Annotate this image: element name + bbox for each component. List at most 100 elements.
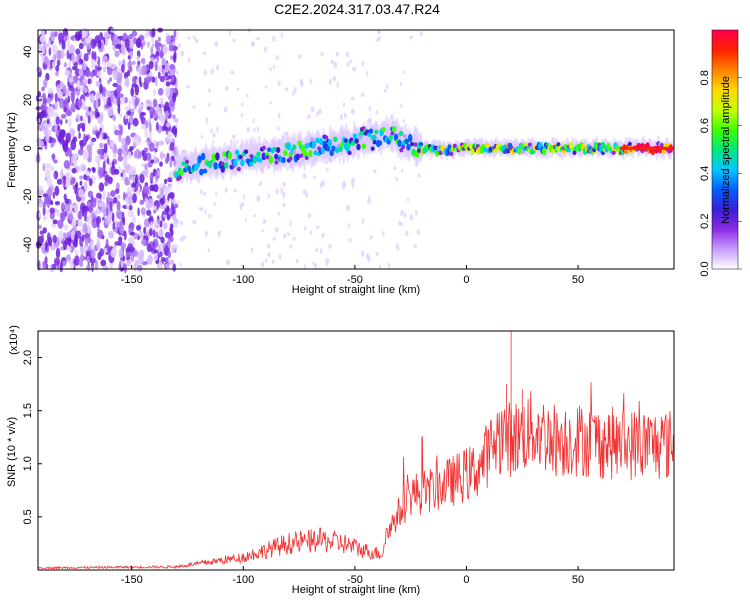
noise-point (342, 102, 346, 107)
noise-point (102, 216, 105, 221)
noise-point (58, 230, 64, 242)
noise-point (253, 127, 256, 133)
noise-point (59, 98, 64, 110)
noise-point (115, 38, 122, 45)
noise-point (169, 141, 175, 151)
band-cell (397, 139, 402, 148)
x-tick-label: 50 (572, 274, 584, 286)
noise-point (286, 166, 289, 171)
noise-point (38, 224, 42, 230)
noise-point (126, 186, 132, 198)
noise-point (117, 86, 121, 97)
band-cell (258, 157, 263, 163)
noise-point (307, 213, 312, 218)
noise-point (77, 210, 83, 221)
noise-point (225, 85, 229, 92)
noise-point (172, 263, 177, 272)
noise-point (361, 218, 365, 225)
noise-point (319, 247, 323, 255)
noise-point (302, 172, 307, 179)
noise-point (81, 196, 85, 202)
noise-point (98, 167, 105, 179)
noise-point (284, 87, 289, 92)
noise-point (113, 124, 117, 131)
noise-point (164, 157, 169, 164)
noise-point (330, 59, 334, 65)
noise-point (145, 99, 152, 105)
band-cell (390, 131, 395, 136)
noise-point (71, 65, 78, 71)
noise-point (161, 64, 166, 70)
noise-point (120, 96, 125, 105)
noise-point (117, 104, 121, 115)
noise-point (88, 205, 93, 214)
noise-point (153, 88, 157, 97)
noise-point (146, 41, 151, 48)
noise-point (158, 140, 165, 146)
noise-point (112, 197, 118, 204)
noise-point (102, 160, 106, 172)
noise-point (151, 185, 155, 192)
noise-point (128, 200, 132, 206)
band-cell (197, 155, 202, 164)
noise-point (103, 151, 108, 162)
noise-point (42, 163, 46, 172)
band-cell (286, 142, 292, 151)
noise-point (321, 179, 325, 187)
noise-point (314, 262, 318, 269)
noise-point (48, 47, 52, 56)
noise-point (174, 220, 178, 229)
noise-point (165, 122, 171, 128)
noise-point (131, 76, 137, 85)
noise-point (124, 180, 131, 186)
snr-panel: -150 -100 -50 0 50 0.5 1.0 1.5 2.0 (x10⁴) Heigh… (6, 325, 675, 596)
noise-point (350, 96, 355, 101)
noise-point (164, 62, 170, 73)
noise-point (141, 238, 146, 246)
noise-point (87, 51, 91, 56)
noise-point (167, 130, 171, 140)
noise-point (70, 103, 74, 110)
noise-point (53, 257, 61, 266)
band-cell (483, 146, 488, 153)
noise-point (112, 221, 116, 230)
band-cell (292, 150, 297, 155)
noise-point (59, 82, 64, 90)
noise-point (109, 261, 114, 270)
noise-point (274, 227, 279, 233)
noise-point (389, 114, 394, 121)
noise-point (137, 60, 141, 65)
noise-point (68, 44, 76, 55)
noise-point (204, 230, 208, 238)
noise-point (76, 79, 81, 91)
noise-point (97, 60, 101, 67)
noise-point (78, 42, 84, 50)
band-cell (404, 138, 409, 145)
noise-point (107, 135, 110, 146)
noise-point (283, 233, 287, 239)
noise-point (383, 89, 387, 93)
noise-point (99, 83, 103, 94)
band-cell (527, 142, 532, 147)
noise-point (351, 182, 354, 186)
noise-point (155, 231, 159, 239)
noise-point (102, 265, 109, 271)
noise-point (155, 141, 159, 148)
noise-point (54, 201, 61, 206)
band-cell (352, 133, 358, 140)
noise-point (165, 109, 169, 121)
noise-point (67, 39, 71, 51)
noise-point (110, 93, 114, 103)
band-cell (224, 157, 229, 162)
noise-point (192, 35, 196, 40)
noise-point (82, 208, 88, 218)
noise-point (68, 77, 74, 83)
y-tick-label: 20 (22, 94, 34, 106)
noise-point (59, 118, 63, 126)
noise-point (164, 86, 171, 98)
noise-point (236, 139, 239, 145)
noise-point (123, 263, 127, 274)
noise-point (405, 230, 409, 237)
noise-point (300, 81, 304, 88)
colorbar-ticks: 0.0 0.2 0.4 0.6 0.8 (699, 70, 742, 277)
